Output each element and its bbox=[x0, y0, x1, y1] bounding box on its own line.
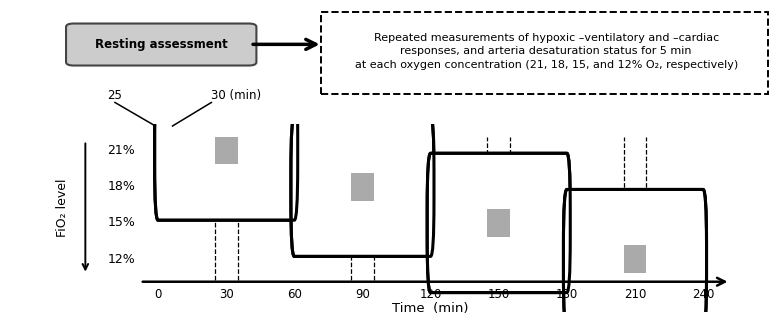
Text: 15%: 15% bbox=[107, 216, 135, 229]
Text: 150: 150 bbox=[488, 288, 510, 301]
Text: 0: 0 bbox=[155, 288, 162, 301]
Text: 25: 25 bbox=[107, 89, 123, 102]
Text: Resting assessment: Resting assessment bbox=[96, 38, 228, 51]
Text: 180: 180 bbox=[556, 288, 578, 301]
Text: 60: 60 bbox=[287, 288, 301, 301]
Text: 240: 240 bbox=[692, 288, 714, 301]
FancyBboxPatch shape bbox=[291, 117, 434, 256]
FancyBboxPatch shape bbox=[155, 81, 298, 220]
Text: 18%: 18% bbox=[107, 180, 135, 193]
Text: 21%: 21% bbox=[107, 144, 135, 157]
Text: 30 (min): 30 (min) bbox=[211, 89, 262, 102]
FancyBboxPatch shape bbox=[66, 24, 256, 66]
Text: 210: 210 bbox=[624, 288, 646, 301]
FancyBboxPatch shape bbox=[427, 153, 570, 293]
Text: Time  (min): Time (min) bbox=[392, 302, 469, 316]
Bar bbox=[351, 173, 374, 201]
Bar bbox=[214, 137, 238, 165]
Text: Repeated measurements of hypoxic –ventilatory and –cardiac
responses, and arteri: Repeated measurements of hypoxic –ventil… bbox=[354, 33, 738, 70]
Text: 120: 120 bbox=[420, 288, 442, 301]
Text: 12%: 12% bbox=[107, 253, 135, 265]
Text: FiO₂ level: FiO₂ level bbox=[56, 178, 69, 237]
FancyBboxPatch shape bbox=[321, 12, 768, 94]
Text: 30: 30 bbox=[219, 288, 234, 301]
Bar bbox=[624, 245, 646, 273]
FancyBboxPatch shape bbox=[563, 190, 706, 329]
Bar bbox=[487, 209, 510, 237]
Text: 90: 90 bbox=[355, 288, 370, 301]
